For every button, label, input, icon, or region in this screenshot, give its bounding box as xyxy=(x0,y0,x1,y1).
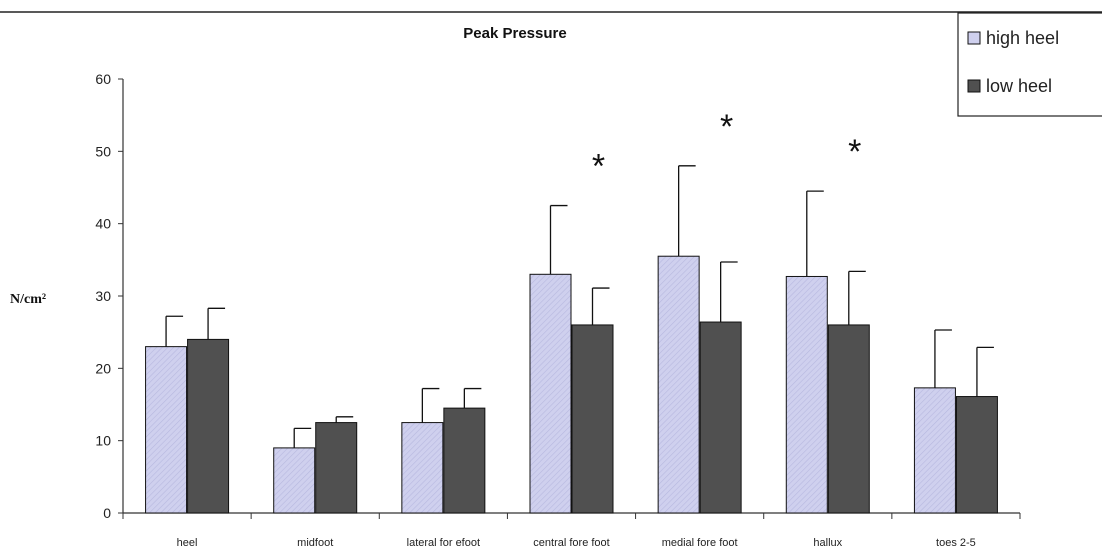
y-tick-labels: 0 10 20 30 40 50 60 xyxy=(95,71,111,521)
y-tick-label: 20 xyxy=(95,360,111,376)
bar-low-heel xyxy=(699,321,742,514)
x-tick-label: lateral for efoot xyxy=(407,537,480,549)
x-tick-labels: heel midfoot lateral for efoot central fore… xyxy=(177,537,976,549)
y-tick-label: 30 xyxy=(95,288,111,304)
y-tick-label: 10 xyxy=(95,433,111,449)
bar-low-heel xyxy=(827,324,870,514)
y-tick-label: 0 xyxy=(103,505,111,521)
x-tick-label: heel xyxy=(177,537,198,549)
bar-high-heel xyxy=(913,387,956,514)
bar-low-heel xyxy=(955,396,998,514)
bar-high-heel xyxy=(401,422,444,514)
bar-high-heel xyxy=(785,275,828,514)
bar-low-heel xyxy=(187,338,230,514)
error-bars xyxy=(165,165,994,448)
bar-high-heel xyxy=(657,255,700,514)
significance-star: * xyxy=(848,133,861,171)
x-tick-label: toes 2-5 xyxy=(936,537,976,549)
x-tick-label: hallux xyxy=(813,537,842,549)
y-tick-label: 50 xyxy=(95,143,111,159)
bar-high-heel xyxy=(529,273,572,514)
x-tick-label: central fore foot xyxy=(533,537,609,549)
legend-label-low-heel: low heel xyxy=(986,76,1052,96)
bar-high-heel xyxy=(145,346,188,514)
y-tick-label: 60 xyxy=(95,71,111,87)
x-tick-label: midfoot xyxy=(297,537,333,549)
bar-low-heel xyxy=(571,324,614,514)
chart-title: Peak Pressure xyxy=(463,25,566,42)
x-tick-label: medial fore foot xyxy=(662,537,738,549)
bar-low-heel xyxy=(443,407,486,514)
legend: high heel low heel xyxy=(957,12,1102,117)
bar-low-heel xyxy=(315,422,358,514)
legend-swatch-low-heel xyxy=(967,79,981,93)
y-axis-label: N/cm² xyxy=(10,292,46,307)
significance-star: * xyxy=(720,108,733,146)
y-tick-label: 40 xyxy=(95,216,111,232)
bar-high-heel xyxy=(273,447,316,514)
legend-swatch-high-heel xyxy=(967,31,981,45)
bars xyxy=(145,255,998,514)
significance-markers: * * * xyxy=(592,108,862,186)
significance-star: * xyxy=(592,148,605,186)
legend-box xyxy=(957,12,1102,117)
legend-label-high-heel: high heel xyxy=(986,28,1059,48)
